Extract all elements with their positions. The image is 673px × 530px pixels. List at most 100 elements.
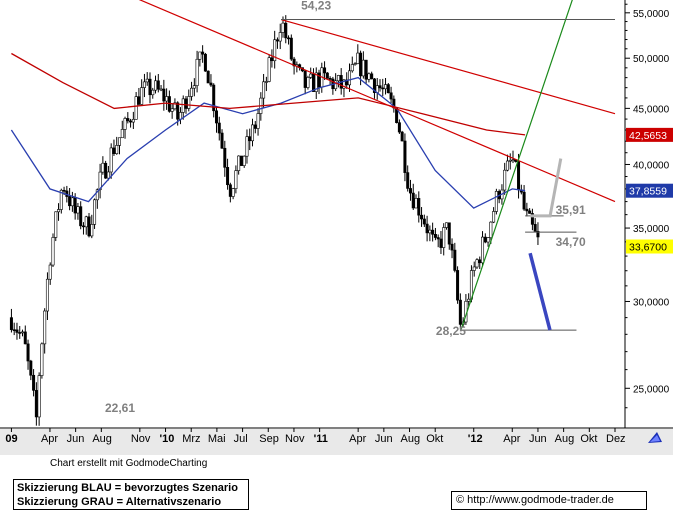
- candle: [528, 210, 532, 214]
- x-tick-label: Okt: [580, 433, 597, 445]
- candle: [262, 81, 266, 99]
- candle: [336, 75, 340, 82]
- candle: [32, 374, 36, 391]
- y-tick-label: 30,0000: [633, 297, 670, 308]
- price-tag-label: 42,5653: [629, 130, 667, 142]
- price-tag-2: [626, 183, 673, 198]
- candle: [187, 96, 191, 109]
- candle: [81, 225, 85, 228]
- candle: [129, 120, 133, 123]
- candle: [48, 264, 52, 280]
- candle: [162, 88, 166, 102]
- candle: [422, 218, 426, 225]
- candle: [131, 119, 135, 123]
- candle: [309, 73, 313, 78]
- candle: [84, 216, 88, 228]
- candle: [353, 63, 357, 65]
- candle: [29, 360, 33, 376]
- candle: [489, 221, 493, 238]
- chart-link-icon[interactable]: [645, 429, 665, 445]
- candle: [237, 155, 241, 171]
- candle: [253, 124, 257, 129]
- scenario-grey-line: [530, 158, 563, 218]
- annotation-4: 35,91: [556, 203, 586, 217]
- candle: [431, 229, 435, 235]
- x-tick-label: Aug: [401, 433, 421, 445]
- candle: [134, 96, 138, 120]
- moving-average-1: [10, 76, 526, 209]
- candle: [270, 57, 274, 62]
- candle: [101, 162, 105, 173]
- candle: [494, 191, 498, 212]
- candle: [73, 197, 77, 214]
- candle: [536, 231, 540, 238]
- legend-grey-text: Skizzierung GRAU = Alternativszenario: [17, 496, 222, 508]
- candle: [154, 80, 158, 91]
- candle: [165, 96, 169, 102]
- candle: [137, 96, 141, 105]
- candle: [245, 136, 249, 157]
- candle: [530, 213, 534, 225]
- x-tick-label: 09: [5, 433, 17, 445]
- candle: [425, 223, 429, 234]
- chart-lines: [10, 0, 616, 331]
- x-tick-label: Nov: [285, 433, 305, 445]
- candle: [34, 390, 38, 418]
- candle: [62, 189, 66, 192]
- candle: [12, 329, 16, 331]
- candle: [57, 209, 61, 213]
- trendline-1: [138, 0, 616, 203]
- candle: [334, 80, 338, 90]
- candle: [98, 171, 102, 191]
- price-tag-1: [626, 127, 673, 142]
- y-tick-label: 25,0000: [633, 384, 670, 395]
- candle: [209, 82, 213, 86]
- candle: [281, 22, 285, 33]
- candle: [115, 145, 119, 154]
- candle: [350, 64, 354, 72]
- candle: [23, 331, 27, 345]
- candle: [203, 53, 207, 72]
- candle: [517, 161, 521, 191]
- y-tick-label: 50,0000: [633, 54, 670, 65]
- x-tick-label: Jun: [375, 433, 393, 445]
- candle: [525, 208, 529, 212]
- candle: [511, 159, 515, 162]
- candle: [231, 188, 235, 197]
- candle: [314, 72, 318, 92]
- candle: [87, 216, 91, 237]
- candle: [173, 102, 177, 110]
- candle: [192, 85, 196, 89]
- candle: [450, 243, 454, 251]
- x-tick-label: Jun: [529, 433, 547, 445]
- candle: [348, 70, 352, 86]
- candle: [456, 270, 460, 301]
- source-link[interactable]: © http://www.godmode-trader.de: [451, 491, 647, 510]
- candle: [68, 196, 72, 207]
- candle: [342, 79, 346, 89]
- candle: [503, 169, 507, 191]
- trendline-2: [280, 18, 616, 115]
- scenario-blue-line: [528, 252, 552, 331]
- x-tick-label: Apr: [41, 433, 58, 445]
- candle: [414, 198, 418, 209]
- candle: [228, 184, 232, 197]
- candle: [420, 214, 424, 220]
- candle: [478, 259, 482, 264]
- x-tick-label: Sep: [259, 433, 279, 445]
- candle: [323, 67, 327, 74]
- candle: [311, 73, 315, 92]
- candle: [93, 199, 97, 225]
- x-tick-label: '12: [468, 433, 483, 445]
- candle: [90, 224, 94, 237]
- chart-labels: 54,23 22,61 28,25 35,91 34,70: [105, 0, 586, 415]
- x-tick-label: Mrz: [182, 433, 200, 445]
- x-tick-label: Aug: [92, 433, 112, 445]
- candle: [453, 249, 457, 271]
- x-tick-label: Okt: [426, 433, 443, 445]
- price-chart: 25,0000 30,0000 35,0000 40,0000 45,0000 50,00…: [0, 0, 673, 455]
- candle: [120, 129, 124, 139]
- candle: [264, 81, 268, 83]
- candle: [223, 147, 227, 168]
- candle: [176, 102, 180, 120]
